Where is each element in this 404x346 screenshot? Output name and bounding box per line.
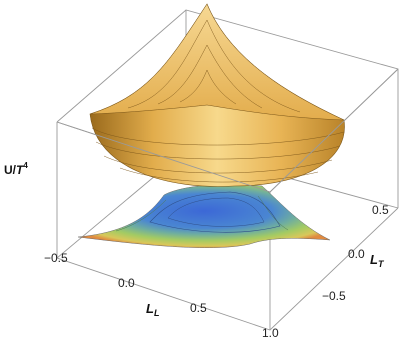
x-tick: −0.5 bbox=[44, 251, 68, 265]
y-tick: 0.5 bbox=[372, 203, 389, 217]
bowl-surface bbox=[89, 3, 345, 187]
plot-box-front bbox=[56, 68, 399, 193]
x-tick: 0.0 bbox=[118, 276, 135, 290]
contour-projection bbox=[77, 184, 331, 248]
x-axis-label: LL bbox=[146, 301, 159, 318]
z-axis-label: U/T4 bbox=[4, 161, 28, 177]
x-tick: 0.5 bbox=[190, 301, 207, 315]
y-tick: −0.5 bbox=[322, 289, 346, 303]
x-tick: 1.0 bbox=[262, 326, 279, 340]
y-axis-ticks: 0.5 0.0 −0.5 bbox=[322, 203, 389, 303]
x-axis-ticks: −0.5 0.0 0.5 1.0 bbox=[44, 251, 279, 340]
y-tick: 0.0 bbox=[348, 247, 365, 261]
y-axis-label: LT bbox=[370, 252, 385, 269]
